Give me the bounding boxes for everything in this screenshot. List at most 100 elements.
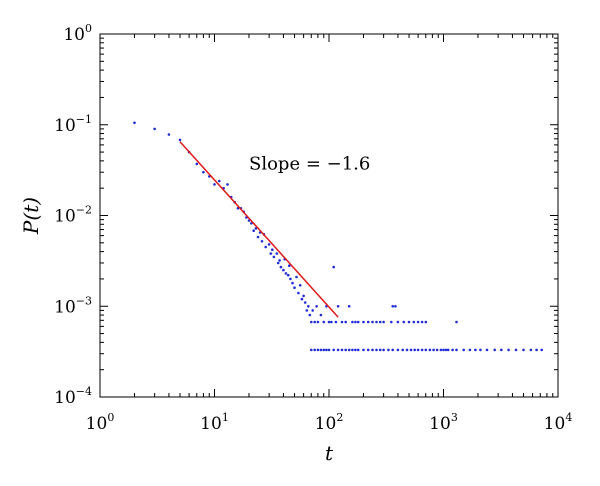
- x-tick-label: 101: [200, 411, 229, 434]
- data-point: [514, 348, 518, 352]
- data-point: [416, 348, 420, 352]
- data-point: [375, 348, 378, 352]
- data-point: [435, 348, 439, 352]
- x-tick-label: 100: [86, 411, 115, 434]
- data-point: [413, 348, 417, 352]
- data-point: [322, 348, 326, 352]
- data-point: [371, 320, 374, 324]
- data-point: [529, 348, 533, 352]
- y-axis-label: P(t): [19, 197, 43, 235]
- data-point: [153, 127, 156, 131]
- data-point: [316, 348, 320, 352]
- data-point: [378, 320, 382, 324]
- data-point: [479, 348, 482, 352]
- data-point: [378, 348, 382, 352]
- data-point: [178, 138, 182, 142]
- data-point: [442, 348, 445, 352]
- data-point: [382, 348, 385, 352]
- data-point: [195, 162, 199, 166]
- data-point: [334, 320, 338, 324]
- data-point: [390, 320, 393, 324]
- data-point: [272, 255, 276, 259]
- data-point: [371, 348, 374, 352]
- data-point: [213, 183, 216, 186]
- data-point: [394, 305, 397, 308]
- data-point: [387, 348, 390, 352]
- data-point: [455, 348, 458, 352]
- x-axis-label: t: [325, 441, 334, 465]
- data-point: [540, 348, 543, 352]
- slope-annotation: Slope = −1.6: [249, 154, 370, 175]
- data-point: [271, 248, 274, 251]
- fit-lines: [179, 141, 339, 318]
- data-point: [391, 305, 395, 308]
- data-point: [347, 348, 351, 352]
- data-point: [535, 348, 538, 352]
- data-point: [167, 133, 171, 136]
- data-point: [302, 294, 305, 298]
- data-point: [295, 275, 298, 279]
- data-point: [202, 170, 205, 174]
- x-tick-label: 103: [429, 411, 458, 434]
- data-point: [424, 320, 428, 324]
- data-point: [366, 348, 370, 352]
- data-point: [375, 320, 378, 324]
- data-point: [336, 305, 340, 308]
- data-point: [485, 348, 489, 352]
- data-point: [316, 320, 320, 324]
- data-point: [300, 297, 304, 301]
- data-point: [446, 348, 450, 352]
- data-point: [356, 348, 360, 352]
- data-point: [366, 320, 370, 324]
- data-point: [420, 320, 424, 324]
- data-point: [507, 348, 510, 352]
- data-point: [468, 348, 472, 352]
- data-point: [315, 305, 318, 308]
- data-point: [409, 348, 413, 352]
- data-point: [407, 320, 411, 324]
- data-point: [451, 348, 454, 352]
- data-point: [444, 348, 448, 352]
- data-point: [289, 277, 292, 281]
- fit-line: [179, 141, 339, 318]
- data-point: [276, 261, 280, 265]
- data-point: [354, 348, 357, 352]
- y-axis-ticks: 100 10−1 10−2 10−3 10−4: [54, 22, 558, 408]
- plot-area-frame: [99, 33, 559, 398]
- data-point: [462, 348, 466, 352]
- data-point: [354, 320, 357, 324]
- data-point: [322, 320, 326, 324]
- data-point: [226, 183, 229, 186]
- x-tick-label: 102: [315, 411, 344, 434]
- data-point: [133, 121, 136, 125]
- data-point: [308, 313, 312, 317]
- data-point: [319, 313, 323, 317]
- data-point: [332, 348, 336, 352]
- data-point: [391, 348, 395, 352]
- data-point: [420, 348, 424, 352]
- data-point: [298, 284, 302, 287]
- data-point: [439, 348, 443, 352]
- data-point: [351, 348, 354, 352]
- data-point: [217, 179, 221, 183]
- data-point: [254, 227, 258, 230]
- y-tick-label: 10−2: [54, 204, 92, 227]
- data-point: [362, 348, 365, 352]
- data-point: [319, 348, 323, 352]
- data-point: [344, 348, 348, 352]
- data-point: [522, 348, 525, 352]
- y-tick-label: 10−4: [54, 385, 92, 408]
- data-point: [347, 305, 351, 308]
- data-point: [293, 286, 296, 290]
- data-point: [493, 348, 497, 352]
- data-point: [305, 309, 309, 312]
- data-point: [260, 240, 264, 243]
- data-point: [356, 320, 360, 324]
- data-point: [264, 245, 268, 249]
- data-point: [284, 272, 288, 275]
- data-point: [278, 259, 281, 262]
- data-point: [275, 252, 279, 255]
- data-point: [351, 320, 354, 324]
